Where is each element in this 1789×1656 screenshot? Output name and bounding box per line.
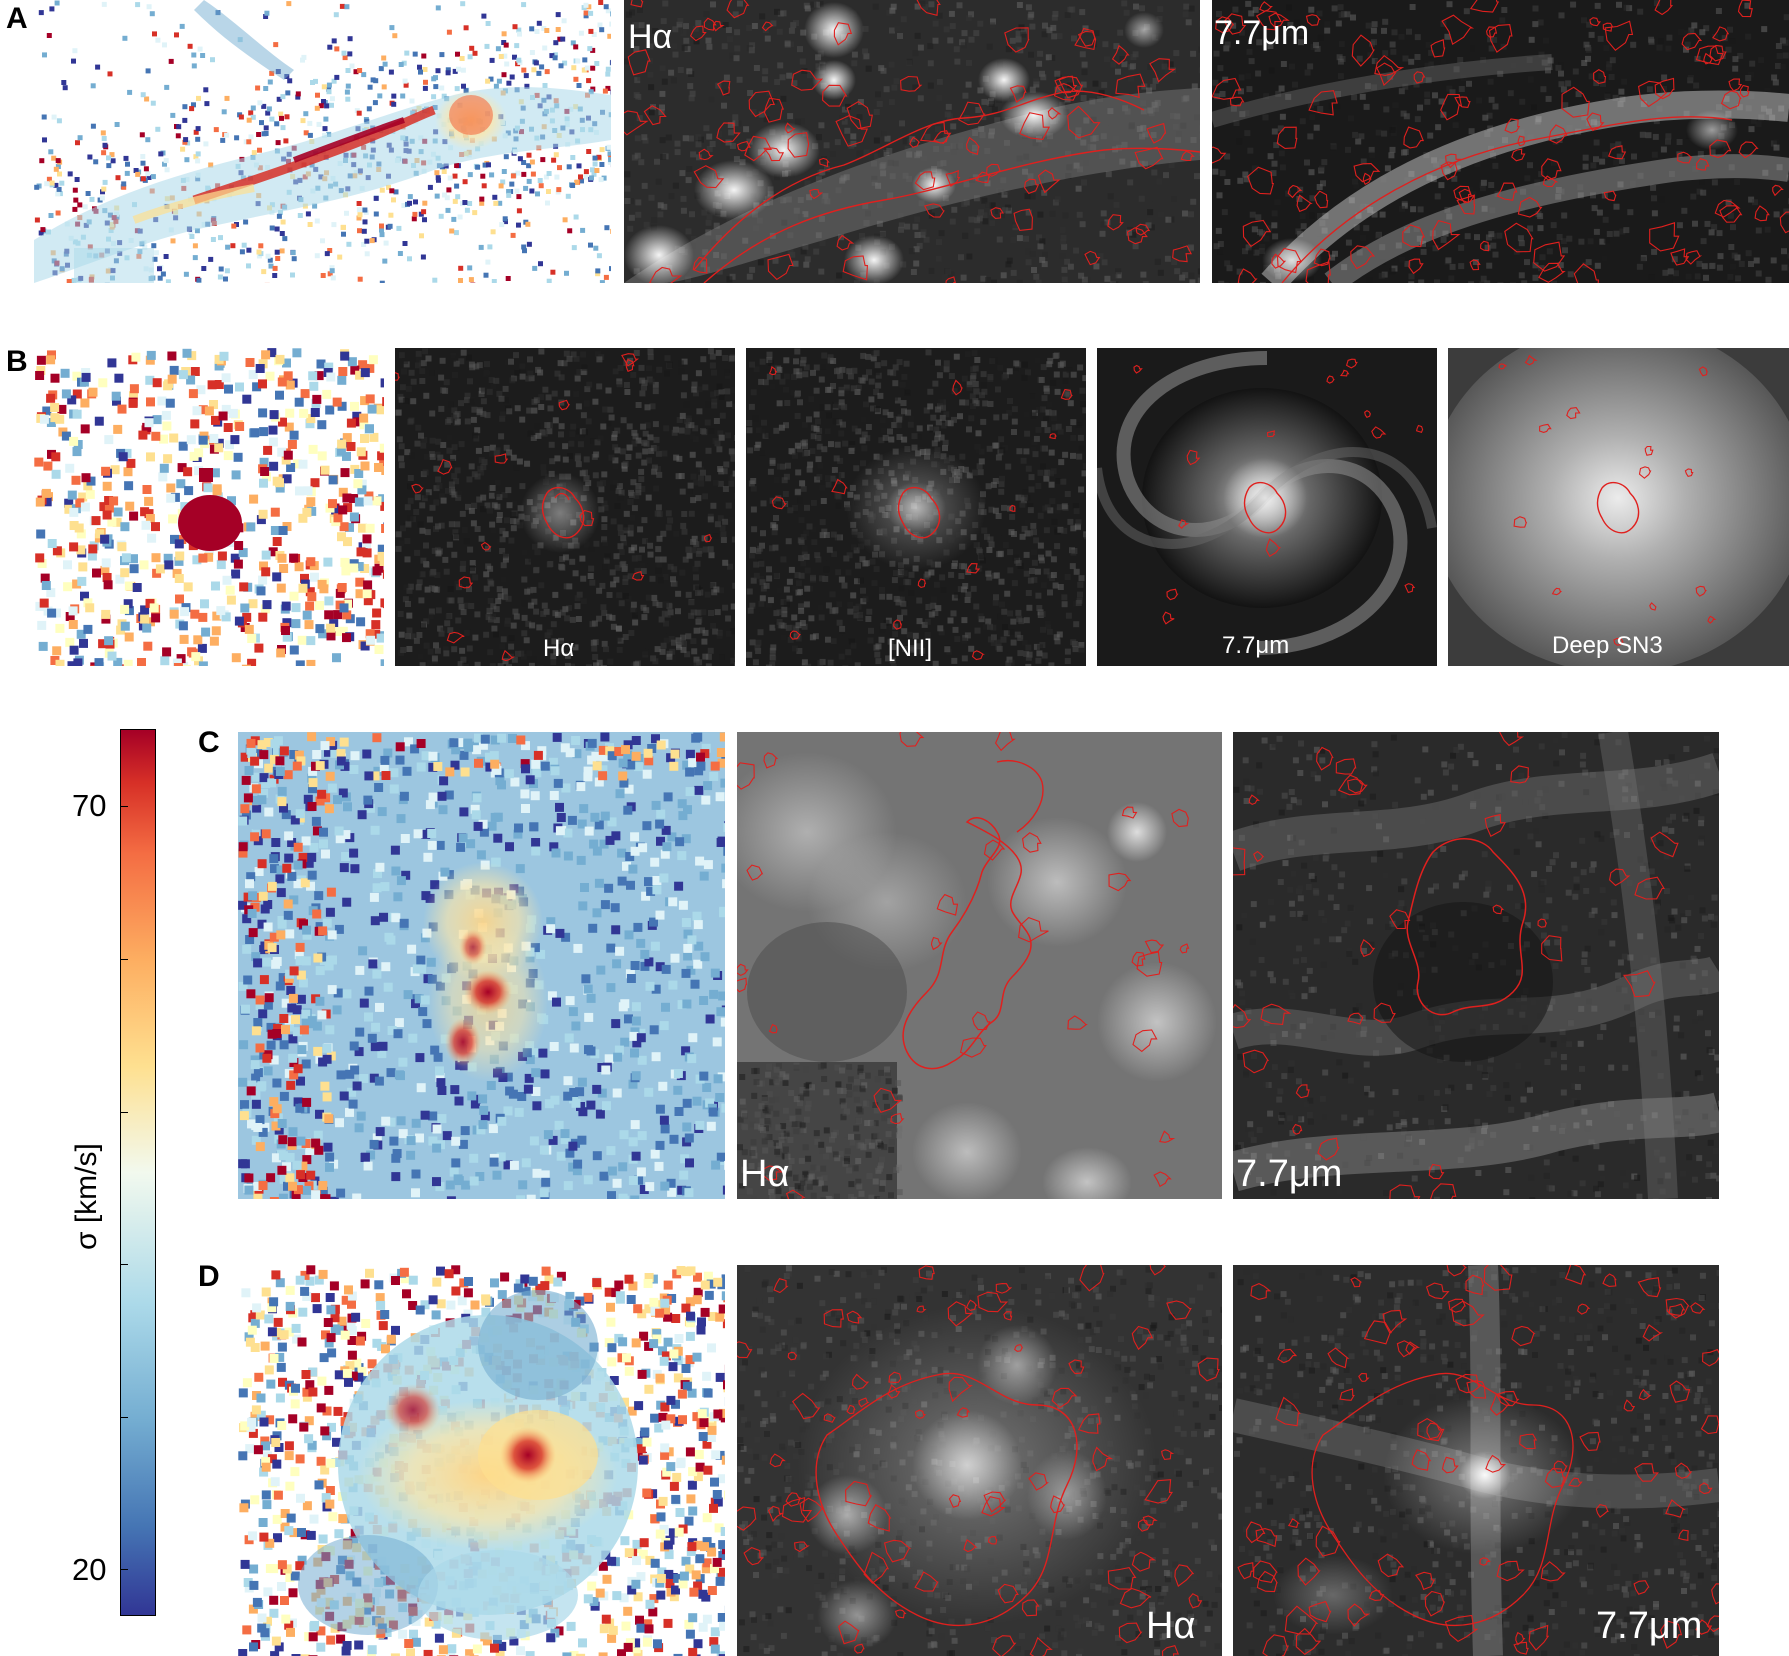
colorbar-tick xyxy=(120,806,128,807)
panel-c-halpha-label: Hα xyxy=(740,1153,790,1195)
panel-c-pah-label: 7.7μm xyxy=(1236,1153,1343,1195)
panel-b-nii-image xyxy=(746,348,1086,666)
panel-d-velocity-dispersion-map xyxy=(238,1265,725,1656)
panel-b-velocity-dispersion-map xyxy=(34,348,384,666)
panel-d-pah-label: 7.7μm xyxy=(1596,1605,1703,1647)
panel-label-c: C xyxy=(198,726,220,759)
colorbar-tick-label-20: 20 xyxy=(72,1552,107,1587)
panel-c-halpha-image xyxy=(737,732,1222,1199)
colorbar-tick xyxy=(120,1264,128,1265)
panel-b-halpha-label: Hα xyxy=(543,635,575,662)
colorbar-tick xyxy=(120,1417,128,1418)
panel-label-a: A xyxy=(6,2,28,35)
panel-a-pah-label: 7.7μm xyxy=(1214,14,1310,52)
colorbar-tick xyxy=(120,1112,128,1113)
panel-a-halpha-label: Hα xyxy=(628,18,673,56)
panel-c-velocity-dispersion-map xyxy=(238,732,725,1199)
panel-d-halpha-image xyxy=(737,1265,1222,1656)
panel-b-deep-sn3-image xyxy=(1448,348,1789,666)
colorbar-tick xyxy=(120,1569,128,1570)
panel-label-d: D xyxy=(198,1260,220,1293)
panel-b-deep-sn3-label: Deep SN3 xyxy=(1552,632,1663,659)
panel-a-velocity-dispersion-map xyxy=(34,0,611,283)
panel-a-pah-image xyxy=(1212,0,1789,283)
panel-a-halpha-image xyxy=(624,0,1200,283)
panel-label-b: B xyxy=(6,345,28,378)
colorbar-tick xyxy=(120,959,128,960)
panel-c-pah-image xyxy=(1233,732,1719,1199)
panel-b-halpha-image xyxy=(395,348,735,666)
panel-d-halpha-label: Hα xyxy=(1146,1605,1196,1647)
colorbar-tick-label-70: 70 xyxy=(72,788,107,823)
panel-b-nii-label: [NII] xyxy=(888,635,933,662)
panel-b-pah-label: 7.7μm xyxy=(1222,632,1290,659)
colorbar-title: σ [km/s] xyxy=(70,1143,103,1250)
panel-d-pah-image xyxy=(1233,1265,1719,1656)
colorbar xyxy=(120,729,156,1616)
panel-b-pah-image xyxy=(1097,348,1437,666)
